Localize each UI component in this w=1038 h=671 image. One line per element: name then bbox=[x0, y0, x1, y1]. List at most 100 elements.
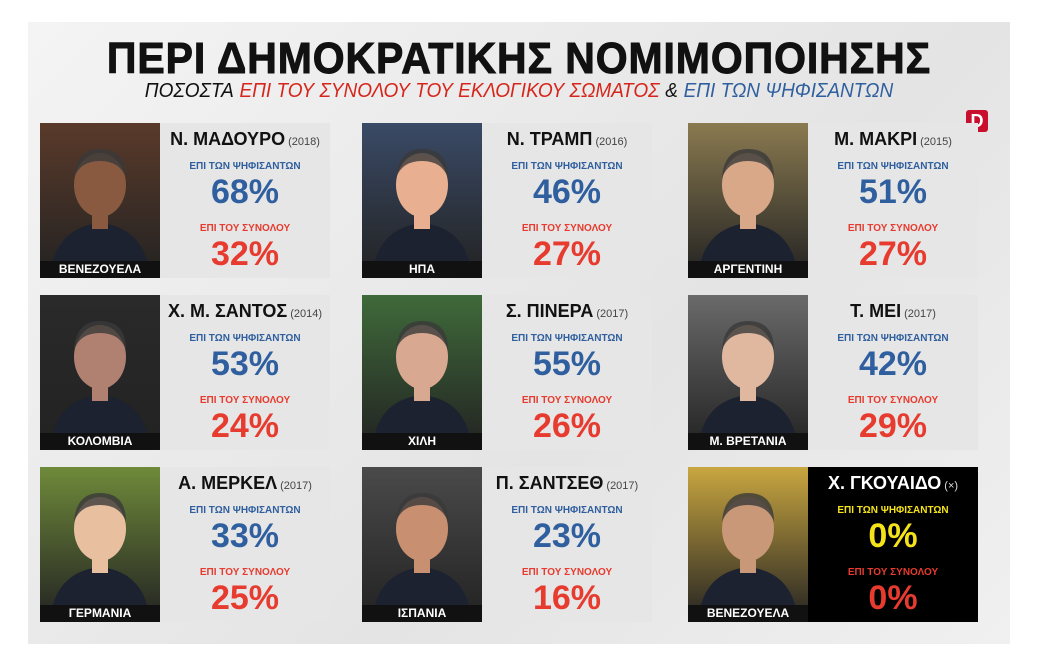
voters-label: ΕΠΙ ΤΩΝ ΨΗΦΙΣΑΝΤΩΝ bbox=[511, 505, 623, 516]
voters-percent: 51% bbox=[858, 173, 928, 211]
person-name: Ν. ΤΡΑΜΠ (2016) bbox=[482, 129, 652, 150]
card: ΧΙΛΗ Σ. ΠΙΝΕΡΑ (2017) ΕΠΙ ΤΩΝ ΨΗΦΙΣΑΝΤΩΝ 55%… bbox=[362, 295, 652, 450]
portrait bbox=[372, 149, 472, 278]
subtitle-part: ΕΠΙ ΤΩΝ ΨΗΦΙΣΑΝΤΩΝ bbox=[683, 80, 894, 102]
panel: Σ. ΠΙΝΕΡΑ (2017) ΕΠΙ ΤΩΝ ΨΗΦΙΣΑΝΤΩΝ 55% ΕΠΙ … bbox=[482, 295, 652, 450]
voters-percent: 33% bbox=[210, 517, 280, 555]
country-label: ΙΣΠΑΝΙΑ bbox=[362, 605, 482, 622]
total-label: ΕΠΙ ΤΟΥ ΣΥΝΟΛΟΥ bbox=[847, 567, 939, 578]
name-text: Ν. ΤΡΑΜΠ bbox=[506, 129, 593, 149]
portrait bbox=[698, 321, 798, 450]
portrait bbox=[698, 149, 798, 278]
panel: Ν. ΜΑΔΟΥΡΟ (2018) ΕΠΙ ΤΩΝ ΨΗΦΙΣΑΝΤΩΝ 68% ΕΠΙ… bbox=[160, 123, 330, 278]
voters-label: ΕΠΙ ΤΩΝ ΨΗΦΙΣΑΝΤΩΝ bbox=[837, 161, 949, 172]
total-percent: 29% bbox=[858, 407, 928, 445]
subtitle: ΠΟΣΟΣΤΑ ΕΠΙ ΤΟΥ ΣΥΝΟΛΟΥ ΤΟΥ ΕΚΛΟΓΙΚΟΥ ΣΩΜ… bbox=[53, 80, 986, 103]
name-text: Ν. ΜΑΔΟΥΡΟ bbox=[170, 129, 286, 149]
total-percent: 27% bbox=[858, 235, 928, 273]
country-label: ΚΟΛΟΜΒΙΑ bbox=[40, 433, 160, 450]
subtitle-part: & bbox=[665, 80, 678, 102]
person-name: Τ. ΜΕΙ (2017) bbox=[808, 301, 978, 322]
subtitle-part: ΠΟΣΟΣΤΑ bbox=[144, 80, 234, 102]
total-label: ΕΠΙ ΤΟΥ ΣΥΝΟΛΟΥ bbox=[199, 395, 291, 406]
voters-label: ΕΠΙ ΤΩΝ ΨΗΦΙΣΑΝΤΩΝ bbox=[189, 161, 301, 172]
name-text: Μ. ΜΑΚΡΙ bbox=[834, 129, 918, 149]
person-name: Χ. ΓΚΟΥΑΙΔΟ (×) bbox=[808, 473, 978, 494]
card: ΒΕΝΕΖΟΥΕΛΑ Χ. ΓΚΟΥΑΙΔΟ (×) ΕΠΙ ΤΩΝ ΨΗΦΙΣΑΝΤ… bbox=[688, 467, 978, 622]
year: (2015) bbox=[920, 136, 952, 148]
voters-label: ΕΠΙ ΤΩΝ ΨΗΦΙΣΑΝΤΩΝ bbox=[189, 505, 301, 516]
voters-label: ΕΠΙ ΤΩΝ ΨΗΦΙΣΑΝΤΩΝ bbox=[511, 333, 623, 344]
person-name: Χ. Μ. ΣΑΝΤΟΣ (2014) bbox=[160, 301, 330, 322]
panel: Ν. ΤΡΑΜΠ (2016) ΕΠΙ ΤΩΝ ΨΗΦΙΣΑΝΤΩΝ 46% ΕΠΙ Τ… bbox=[482, 123, 652, 278]
year: (2017) bbox=[280, 480, 312, 492]
photo: Μ. ΒΡΕΤΑΝΙΑ bbox=[688, 295, 808, 450]
name-text: Α. ΜΕΡΚΕΛ bbox=[178, 473, 278, 493]
name-text: Τ. ΜΕΙ bbox=[850, 301, 902, 321]
year: (2014) bbox=[290, 308, 323, 320]
total-label: ΕΠΙ ΤΟΥ ΣΥΝΟΛΟΥ bbox=[847, 395, 939, 406]
portrait bbox=[50, 493, 150, 622]
voters-percent: 0% bbox=[868, 517, 918, 555]
card: ΓΕΡΜΑΝΙΑ Α. ΜΕΡΚΕΛ (2017) ΕΠΙ ΤΩΝ ΨΗΦΙΣΑΝΤΩ… bbox=[40, 467, 330, 622]
portrait bbox=[372, 321, 472, 450]
total-label: ΕΠΙ ΤΟΥ ΣΥΝΟΛΟΥ bbox=[199, 223, 291, 234]
country-label: ΒΕΝΕΖΟΥΕΛΑ bbox=[40, 261, 160, 278]
panel: Μ. ΜΑΚΡΙ (2015) ΕΠΙ ΤΩΝ ΨΗΦΙΣΑΝΤΩΝ 51% ΕΠΙ Τ… bbox=[808, 123, 978, 278]
name-text: Χ. ΓΚΟΥΑΙΔΟ bbox=[827, 473, 942, 493]
total-percent: 26% bbox=[532, 407, 602, 445]
card: ΒΕΝΕΖΟΥΕΛΑ Ν. ΜΑΔΟΥΡΟ (2018) ΕΠΙ ΤΩΝ ΨΗΦΙΣΑ… bbox=[40, 123, 330, 278]
country-label: ΓΕΡΜΑΝΙΑ bbox=[40, 605, 160, 622]
photo: ΒΕΝΕΖΟΥΕΛΑ bbox=[688, 467, 808, 622]
person-name: Μ. ΜΑΚΡΙ (2015) bbox=[808, 129, 978, 150]
name-text: Π. ΣΑΝΤΣΕΘ bbox=[495, 473, 604, 493]
country-label: ΑΡΓΕΝΤΙΝΗ bbox=[688, 261, 808, 278]
panel: Χ. ΓΚΟΥΑΙΔΟ (×) ΕΠΙ ΤΩΝ ΨΗΦΙΣΑΝΤΩΝ 0% ΕΠΙ ΤΟ… bbox=[808, 467, 978, 622]
photo: ΒΕΝΕΖΟΥΕΛΑ bbox=[40, 123, 160, 278]
person-name: Ν. ΜΑΔΟΥΡΟ (2018) bbox=[160, 129, 330, 150]
total-percent: 0% bbox=[868, 579, 918, 617]
card: ΙΣΠΑΝΙΑ Π. ΣΑΝΤΣΕΘ (2017) ΕΠΙ ΤΩΝ ΨΗΦΙΣΑΝΤΩ… bbox=[362, 467, 652, 622]
name-text: Σ. ΠΙΝΕΡΑ bbox=[505, 301, 594, 321]
portrait bbox=[372, 493, 472, 622]
total-percent: 27% bbox=[532, 235, 602, 273]
country-label: ΗΠΑ bbox=[362, 261, 482, 278]
year: (2017) bbox=[596, 308, 629, 320]
voters-percent: 42% bbox=[858, 345, 928, 383]
year: (2017) bbox=[904, 308, 936, 320]
total-label: ΕΠΙ ΤΟΥ ΣΥΝΟΛΟΥ bbox=[199, 567, 291, 578]
voters-percent: 68% bbox=[210, 173, 280, 211]
panel: Τ. ΜΕΙ (2017) ΕΠΙ ΤΩΝ ΨΗΦΙΣΑΝΤΩΝ 42% ΕΠΙ ΤΟΥ… bbox=[808, 295, 978, 450]
person-name: Π. ΣΑΝΤΣΕΘ (2017) bbox=[482, 473, 652, 494]
card: ΗΠΑ Ν. ΤΡΑΜΠ (2016) ΕΠΙ ΤΩΝ ΨΗΦΙΣΑΝΤΩΝ 46% ΕΠ… bbox=[362, 123, 652, 278]
year: (2017) bbox=[606, 480, 639, 492]
portrait bbox=[50, 149, 150, 278]
total-percent: 24% bbox=[210, 407, 280, 445]
voters-percent: 55% bbox=[532, 345, 602, 383]
photo: ΚΟΛΟΜΒΙΑ bbox=[40, 295, 160, 450]
photo: ΓΕΡΜΑΝΙΑ bbox=[40, 467, 160, 622]
card: Μ. ΒΡΕΤΑΝΙΑ Τ. ΜΕΙ (2017) ΕΠΙ ΤΩΝ ΨΗΦΙΣΑΝΤΩ… bbox=[688, 295, 978, 450]
total-percent: 25% bbox=[210, 579, 280, 617]
subtitle-part: ΕΠΙ ΤΟΥ ΣΥΝΟΛΟΥ ΤΟΥ ΕΚΛΟΓΙΚΟΥ ΣΩΜΑΤΟΣ bbox=[239, 80, 660, 102]
country-label: ΧΙΛΗ bbox=[362, 433, 482, 450]
card: ΑΡΓΕΝΤΙΝΗ Μ. ΜΑΚΡΙ (2015) ΕΠΙ ΤΩΝ ΨΗΦΙΣΑΝΤΩ… bbox=[688, 123, 978, 278]
total-percent: 16% bbox=[532, 579, 602, 617]
voters-percent: 46% bbox=[532, 173, 602, 211]
panel: Α. ΜΕΡΚΕΛ (2017) ΕΠΙ ΤΩΝ ΨΗΦΙΣΑΝΤΩΝ 33% ΕΠΙ … bbox=[160, 467, 330, 622]
year: (2016) bbox=[595, 136, 628, 148]
year: (2018) bbox=[288, 136, 320, 148]
voters-label: ΕΠΙ ΤΩΝ ΨΗΦΙΣΑΝΤΩΝ bbox=[837, 505, 949, 516]
voters-percent: 53% bbox=[210, 345, 280, 383]
name-text: Χ. Μ. ΣΑΝΤΟΣ bbox=[167, 301, 288, 321]
portrait bbox=[698, 493, 798, 622]
card: ΚΟΛΟΜΒΙΑ Χ. Μ. ΣΑΝΤΟΣ (2014) ΕΠΙ ΤΩΝ ΨΗΦΙΣΑ… bbox=[40, 295, 330, 450]
total-percent: 32% bbox=[210, 235, 280, 273]
total-label: ΕΠΙ ΤΟΥ ΣΥΝΟΛΟΥ bbox=[521, 395, 613, 406]
person-name: Σ. ΠΙΝΕΡΑ (2017) bbox=[482, 301, 652, 322]
photo: ΗΠΑ bbox=[362, 123, 482, 278]
voters-label: ΕΠΙ ΤΩΝ ΨΗΦΙΣΑΝΤΩΝ bbox=[189, 333, 301, 344]
panel: Π. ΣΑΝΤΣΕΘ (2017) ΕΠΙ ΤΩΝ ΨΗΦΙΣΑΝΤΩΝ 23% ΕΠΙ… bbox=[482, 467, 652, 622]
photo: ΑΡΓΕΝΤΙΝΗ bbox=[688, 123, 808, 278]
portrait bbox=[50, 321, 150, 450]
